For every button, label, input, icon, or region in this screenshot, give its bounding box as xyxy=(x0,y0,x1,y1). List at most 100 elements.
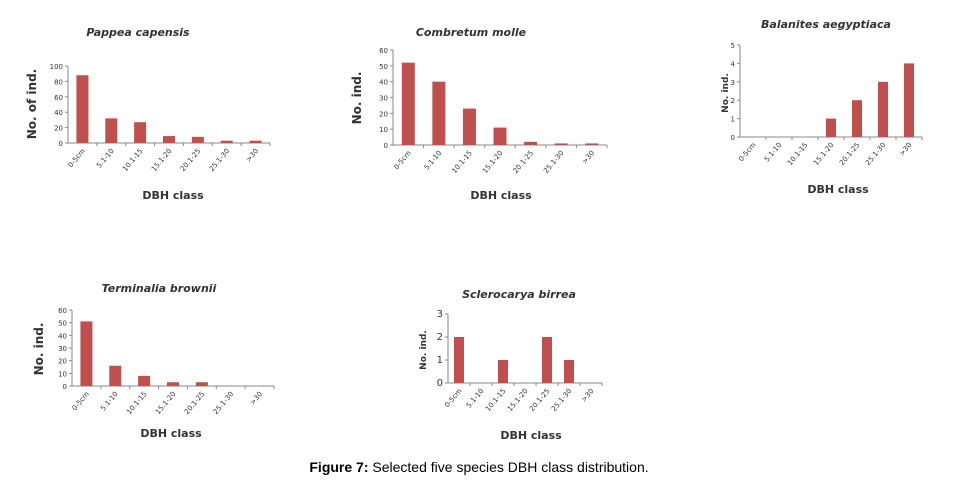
bar xyxy=(138,375,151,386)
y-tick-label: 100 xyxy=(50,63,63,71)
x-axis-label: DBH class xyxy=(140,427,202,440)
x-tick-label: 15.1-20 xyxy=(812,141,836,167)
bar xyxy=(105,118,118,143)
x-tick-label: 25.1-30 xyxy=(542,149,566,175)
bar xyxy=(220,140,233,143)
y-tick-label: 40 xyxy=(54,109,63,117)
x-tick-label: 20.1-25 xyxy=(838,141,862,167)
figure-caption: Figure 7: Selected five species DBH clas… xyxy=(0,459,958,475)
x-tick-label: 25.1-30 xyxy=(864,141,888,167)
bar xyxy=(878,81,888,137)
y-tick-label: 5 xyxy=(731,42,735,50)
y-tick-label: 50 xyxy=(379,63,388,71)
y-tick-label: 0 xyxy=(384,142,388,150)
x-tick-label: 15.1-20 xyxy=(150,147,174,173)
x-tick-label: 0-5cm xyxy=(443,387,463,409)
y-tick-label: 20 xyxy=(54,125,63,133)
bar xyxy=(826,118,836,137)
y-axis-label: No. of ind. xyxy=(25,69,39,139)
x-tick-label: 0-5cm xyxy=(737,141,757,163)
x-tick-label: 20.1-25 xyxy=(528,387,552,413)
bar xyxy=(454,337,464,383)
chart-title: Sclerocarya birrea xyxy=(462,288,576,301)
bar xyxy=(852,100,862,137)
x-tick-label: 25.1-30 xyxy=(208,147,232,173)
y-tick-label: 4 xyxy=(731,60,736,68)
x-tick-label: >30 xyxy=(244,147,260,163)
x-tick-label: 0-5cm xyxy=(67,147,87,169)
bar xyxy=(904,63,914,137)
chart-panel-5: Sclerocarya birrea 0 1 2 3 0-5cm 5.1-1010.1-15… xyxy=(419,288,603,442)
y-tick-label: 30 xyxy=(379,95,388,103)
bar xyxy=(493,127,507,145)
bar xyxy=(191,136,204,143)
bar xyxy=(134,122,147,143)
bar xyxy=(462,108,476,145)
chart-title: Pappea capensis xyxy=(86,26,190,39)
caption-text: Selected five species DBH class distribu… xyxy=(368,459,649,475)
bar xyxy=(401,62,415,145)
chart-panel-4: Terminalia brownii 0 10 20 30 40 50 60 0-5cm 5.1-… xyxy=(32,282,275,440)
x-tick-label: 15.1-20 xyxy=(154,390,178,416)
bar xyxy=(542,337,552,383)
x-axis-label: DBH class xyxy=(470,189,532,202)
y-tick-label: 0 xyxy=(437,378,443,389)
y-tick-label: 80 xyxy=(54,78,63,86)
x-tick-label: 5.1-10 xyxy=(465,387,486,409)
x-tick-label: 10.1-15 xyxy=(125,390,149,416)
x-tick-label: 5.1-10 xyxy=(763,141,784,163)
y-tick-label: 60 xyxy=(379,47,388,55)
x-tick-label: >30 xyxy=(581,149,597,165)
y-tick-label: 2 xyxy=(437,332,443,343)
x-tick-label: 5.1-10 xyxy=(99,390,120,412)
y-tick-label: 40 xyxy=(58,332,67,340)
y-tick-label: 30 xyxy=(58,345,67,353)
chart-title: Combretum molle xyxy=(416,26,527,39)
x-tick-label: 20.1-25 xyxy=(179,147,203,173)
x-tick-label: 20.1-25 xyxy=(183,390,207,416)
y-tick-label: 0 xyxy=(731,134,735,142)
y-tick-label: 3 xyxy=(731,79,735,87)
y-tick-label: 40 xyxy=(379,79,388,87)
bar xyxy=(163,136,175,143)
bar xyxy=(109,365,122,386)
y-tick-label: 0 xyxy=(63,383,67,391)
x-tick-label: 10.1-15 xyxy=(121,147,145,173)
y-tick-label: 10 xyxy=(379,126,388,134)
y-tick-label: 1 xyxy=(731,116,735,124)
x-tick-label: 25.1-30 xyxy=(212,390,236,416)
y-tick-label: 50 xyxy=(58,320,67,328)
bar xyxy=(585,143,599,145)
x-tick-label: 10.1-15 xyxy=(786,141,810,167)
x-tick-label: 5.1-10 xyxy=(95,147,116,169)
x-axis-label: DBH class xyxy=(807,183,869,196)
bar xyxy=(554,143,568,145)
bar xyxy=(249,140,262,143)
x-tick-label: >30 xyxy=(580,387,596,403)
chart-title: Terminalia brownii xyxy=(102,282,217,295)
bar xyxy=(564,360,574,383)
y-tick-label: 20 xyxy=(58,358,67,366)
chart-panel-2: Combretum molle 0 10 20 30 40 50 60 0-5cm 5.1-10 1… xyxy=(350,26,608,202)
caption-label: Figure 7: xyxy=(309,459,369,475)
y-tick-label: 3 xyxy=(437,309,443,320)
bar xyxy=(498,360,508,383)
y-axis-label: No. ind. xyxy=(350,72,364,125)
bar xyxy=(195,382,208,386)
y-tick-label: 1 xyxy=(437,355,443,366)
bar xyxy=(80,321,93,386)
y-axis-label: No. ind. xyxy=(32,323,46,376)
x-tick-label: 0-5cm xyxy=(71,390,91,412)
x-axis-label: DBH class xyxy=(500,429,562,442)
x-axis-label: DBH class xyxy=(142,189,204,202)
y-tick-label: 10 xyxy=(58,370,67,378)
x-tick-label: 5.1-10 xyxy=(423,149,444,171)
y-tick-label: 60 xyxy=(58,307,67,315)
bar xyxy=(524,141,538,145)
chart-panel-1: Pappea capensis 0 20 40 60 80 100 0-5cm 5.1-10 10… xyxy=(25,26,271,202)
y-axis-label: No. ind. xyxy=(721,73,731,113)
x-tick-label: >30 xyxy=(898,141,914,157)
x-tick-label: 10.1-15 xyxy=(450,149,474,175)
y-tick-label: 2 xyxy=(731,97,735,105)
